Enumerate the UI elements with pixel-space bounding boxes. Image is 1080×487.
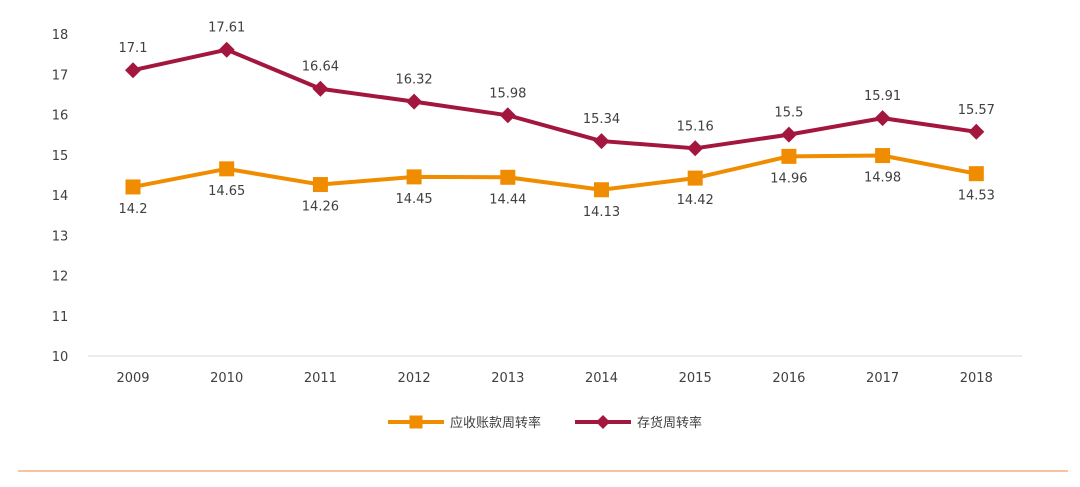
x-tick-label-2018: 2018 [960,371,993,386]
x-tick-label-2012: 2012 [398,371,431,386]
x-tick-label-2016: 2016 [772,371,805,386]
data-point-2009 [125,62,141,79]
legend-item-inventory-turnover: 存货周转率 [575,415,702,431]
data-point-2013 [499,107,516,124]
data-label-2011: 16.64 [302,60,339,75]
data-label-2014: 14.13 [583,205,620,220]
data-label-2016: 15.5 [774,106,803,121]
legend-label: 存货周转率 [637,415,702,431]
data-label-2012: 16.32 [395,73,432,88]
data-label-2010: 17.61 [208,21,245,36]
data-point-2015 [687,140,704,157]
series-line [131,47,979,151]
legend-diamond-icon [596,415,610,429]
data-point-2009 [125,179,141,195]
y-tick-label-16: 16 [52,109,69,124]
data-label-2009: 14.2 [119,202,148,217]
y-tick-label-17: 17 [52,68,69,83]
series-receivables-turnover: 14.2 14.65 14.26 14.45 14.44 14.13 14.42 14.96 1… [119,148,995,220]
y-tick-label-13: 13 [52,229,69,244]
data-label-2013: 15.98 [489,86,526,101]
data-point-2017 [875,148,891,164]
legend: 应收账款周转率 存货周转率 [388,415,702,431]
series-inventory-turnover: 17.1 17.61 16.64 16.32 15.98 15.34 15.16 15.5 15… [119,21,995,157]
data-point-2010 [218,41,235,58]
data-point-2014 [594,182,609,198]
data-point-2017 [874,110,891,127]
x-tick-label-2014: 2014 [585,371,618,386]
data-label-2013: 14.44 [489,192,526,207]
y-axis-ticks: 10 11 12 13 14 15 16 17 18 [52,28,69,365]
x-tick-label-2010: 2010 [210,371,243,386]
data-label-2009: 17.1 [119,41,148,56]
data-point-2013 [500,169,516,185]
y-tick-label-18: 18 [52,28,69,43]
series-line [131,153,979,192]
data-point-2012 [406,93,423,110]
y-tick-label-15: 15 [52,149,69,164]
data-point-2016 [781,148,797,164]
data-point-2015 [687,170,703,186]
legend-square-icon [409,415,423,429]
data-point-2011 [312,80,329,97]
data-label-2016: 14.96 [770,171,807,186]
data-label-2018: 14.53 [958,189,995,204]
x-tick-label-2009: 2009 [116,371,149,386]
legend-item-receivables-turnover: 应收账款周转率 [388,415,541,431]
series-layer: 14.2 14.65 14.26 14.45 14.44 14.13 14.42 14.96 1… [119,21,995,220]
data-label-2017: 14.98 [864,171,901,186]
data-label-2018: 15.57 [958,103,995,118]
data-point-2018 [968,166,984,182]
data-point-2018 [968,123,985,140]
x-tick-label-2011: 2011 [304,371,337,386]
data-label-2010: 14.65 [208,184,245,199]
data-label-2012: 14.45 [395,192,432,207]
y-tick-label-10: 10 [52,350,69,365]
data-label-2011: 14.26 [302,200,339,215]
data-label-2014: 15.34 [583,112,620,127]
y-tick-label-12: 12 [52,270,69,285]
y-tick-label-14: 14 [52,189,69,204]
data-label-2017: 15.91 [864,89,901,104]
x-tick-label-2017: 2017 [866,371,899,386]
data-point-2012 [406,169,422,185]
x-axis-ticks: 2009 2010 2011 2012 2013 2014 2015 2016 2017 2018 [116,371,992,386]
x-tick-label-2013: 2013 [491,371,524,386]
data-point-2011 [312,177,328,193]
data-point-2010 [219,161,235,177]
data-label-2015: 15.16 [677,119,714,134]
y-tick-label-11: 11 [52,310,69,325]
data-label-2015: 14.42 [677,193,714,208]
data-point-2014 [593,133,610,150]
x-tick-label-2015: 2015 [679,371,712,386]
legend-label: 应收账款周转率 [450,415,541,431]
data-point-2016 [780,126,797,143]
